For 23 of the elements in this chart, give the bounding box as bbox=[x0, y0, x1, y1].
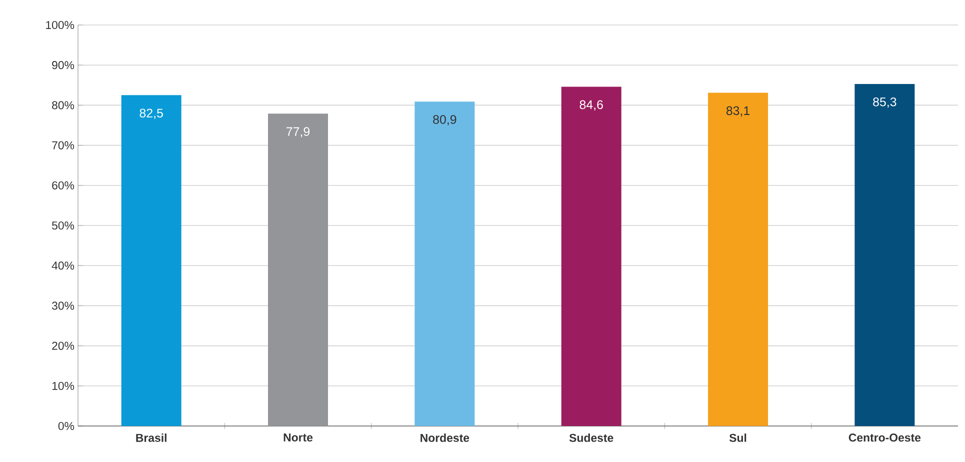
y-tick-label: 100% bbox=[46, 20, 74, 30]
x-tick-label: Brasil bbox=[136, 434, 166, 442]
data-label: 82,5 bbox=[140, 108, 163, 119]
y-tick-label: 70% bbox=[52, 141, 74, 150]
x-tick-label: Sul bbox=[729, 434, 746, 442]
y-tick-label: 50% bbox=[52, 221, 74, 230]
y-tick-label: 60% bbox=[52, 181, 74, 190]
y-tick-label: 80% bbox=[52, 101, 74, 110]
data-label: 83,1 bbox=[726, 106, 750, 117]
data-label: 85,3 bbox=[873, 97, 896, 108]
y-tick-label: 20% bbox=[52, 342, 74, 350]
x-tick-label: Nordeste bbox=[420, 434, 470, 442]
x-tick-label: Sudeste bbox=[569, 434, 614, 442]
data-label: 84,6 bbox=[580, 100, 603, 111]
y-tick-label: 10% bbox=[52, 382, 74, 390]
y-tick-label: 0% bbox=[58, 422, 74, 430]
y-tick-label: 90% bbox=[52, 61, 74, 70]
y-tick-label: 40% bbox=[52, 262, 74, 270]
x-tick-label: Norte bbox=[284, 434, 313, 442]
y-tick-label: 30% bbox=[52, 302, 74, 310]
data-label: 77,9 bbox=[286, 127, 310, 138]
data-label: 80,9 bbox=[433, 115, 456, 126]
x-tick-label: Centro-Oeste bbox=[848, 434, 921, 442]
